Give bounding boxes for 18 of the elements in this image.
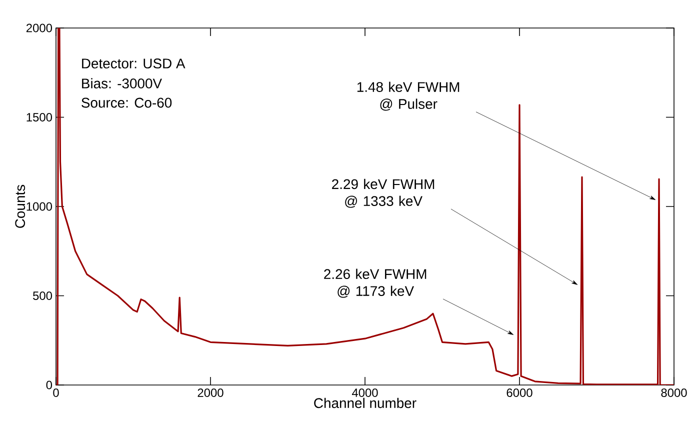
x-tick-label: 0: [53, 388, 59, 397]
annotation: Detector: USD A: [82, 58, 186, 68]
x-axis-title: Channel number: [314, 398, 416, 408]
y-tick-label: 1500: [26, 113, 52, 122]
x-tick-label: 2000: [198, 388, 224, 397]
y-tick-label: 2000: [26, 24, 52, 32]
y-tick-label: 500: [33, 292, 52, 300]
x-tick-label: 8000: [661, 388, 687, 397]
y-tick-label: 0: [46, 380, 52, 390]
annotation: 2.29 keV FWHM @ 1333 keV: [332, 178, 434, 208]
annotation: Bias: -3000V: [82, 78, 162, 88]
annotation: Source: Co-60: [82, 98, 172, 108]
annotation: 1.48 keV FWHM @ Pulser: [357, 82, 460, 111]
annotation: 2.26 keV FWHM @ 1173 keV: [324, 268, 426, 298]
y-axis-title: Counts: [15, 184, 26, 228]
x-tick-label: 6000: [506, 388, 532, 397]
y-tick-label: 1000: [26, 202, 52, 211]
x-tick-label: 4000: [352, 388, 378, 397]
